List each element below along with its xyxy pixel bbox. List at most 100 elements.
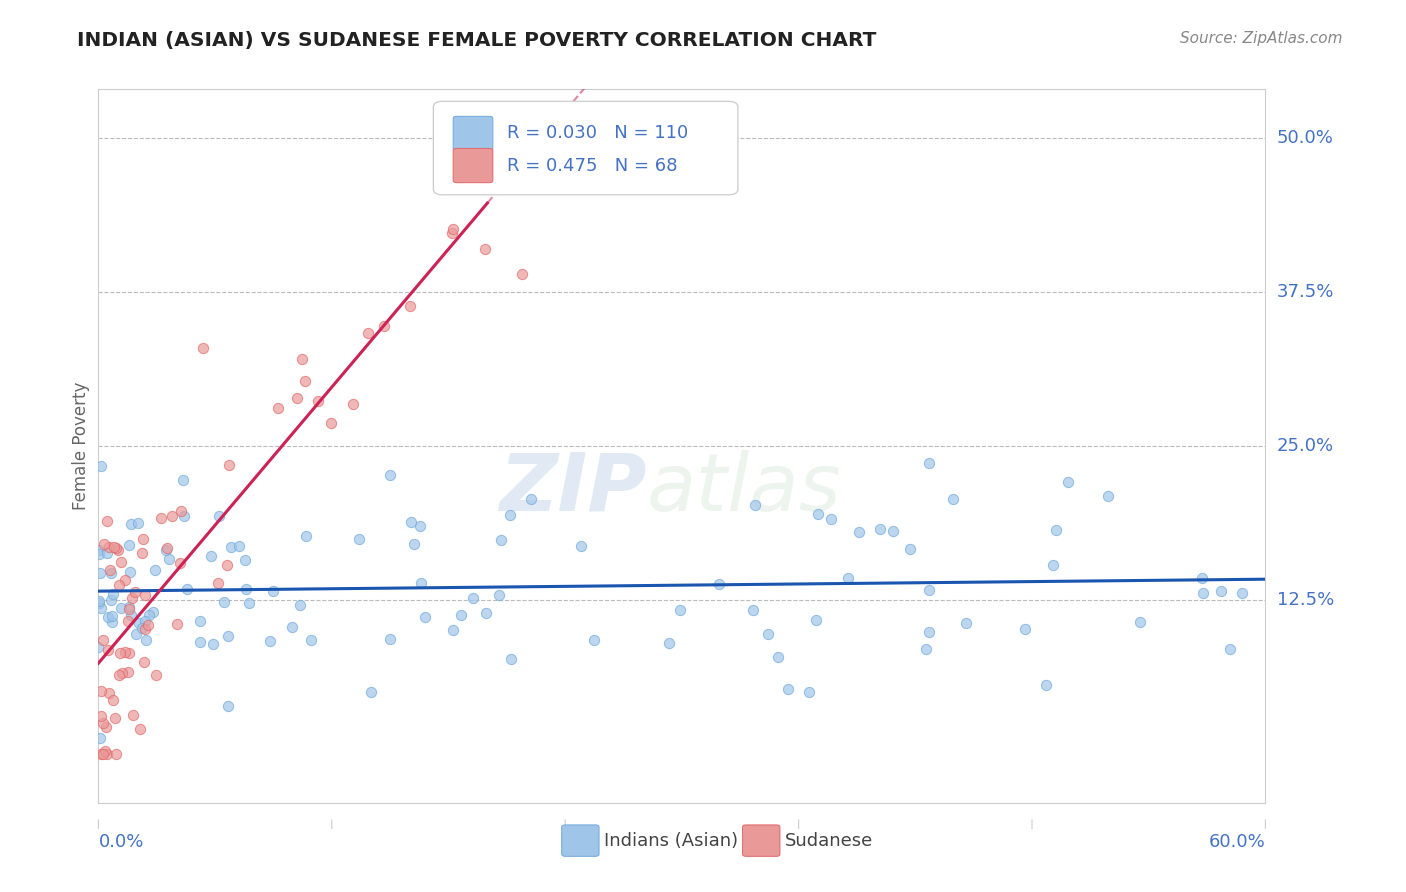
Point: [89, 566, 111, 581]
Point: [360, 685, 382, 699]
Point: [820, 512, 842, 526]
Point: [117, 665, 139, 679]
Point: [93, 747, 115, 761]
Point: [658, 636, 681, 650]
Point: [176, 582, 198, 597]
Point: [475, 607, 498, 621]
Point: [776, 681, 799, 696]
Point: [96, 514, 118, 528]
Point: [145, 667, 167, 681]
Point: [169, 504, 191, 518]
Point: [104, 711, 127, 725]
FancyBboxPatch shape: [453, 116, 494, 151]
Point: [474, 243, 496, 257]
Point: [155, 543, 177, 558]
Text: 37.5%: 37.5%: [1277, 283, 1334, 301]
Point: [87, 640, 110, 655]
Point: [882, 524, 904, 538]
Point: [90, 683, 112, 698]
Point: [463, 591, 485, 605]
Point: [582, 633, 605, 648]
Point: [218, 458, 240, 472]
Point: [918, 624, 941, 639]
Point: [149, 511, 172, 525]
Point: [741, 602, 763, 616]
Point: [219, 540, 242, 554]
Point: [409, 518, 432, 533]
Point: [96, 720, 118, 734]
Point: [1191, 571, 1213, 585]
Point: [499, 508, 522, 523]
Point: [97, 686, 120, 700]
Point: [132, 655, 155, 669]
Point: [233, 553, 256, 567]
Text: 0.0%: 0.0%: [98, 833, 143, 851]
Point: [169, 557, 191, 571]
Point: [87, 543, 110, 558]
Point: [125, 627, 148, 641]
Point: [489, 533, 512, 547]
Point: [120, 516, 142, 531]
Point: [378, 468, 401, 483]
Point: [295, 529, 318, 543]
Point: [1057, 475, 1080, 490]
Point: [120, 607, 142, 622]
Point: [118, 539, 141, 553]
Point: [131, 621, 153, 635]
Point: [520, 491, 543, 506]
Point: [103, 587, 125, 601]
Point: [103, 693, 125, 707]
FancyBboxPatch shape: [562, 825, 599, 856]
Point: [108, 668, 131, 682]
Point: [510, 268, 533, 282]
Point: [200, 549, 222, 563]
FancyBboxPatch shape: [453, 148, 494, 183]
Point: [869, 522, 891, 536]
Point: [1045, 523, 1067, 537]
Point: [128, 616, 150, 631]
Point: [87, 597, 110, 611]
Point: [378, 632, 401, 646]
Text: 60.0%: 60.0%: [1209, 833, 1265, 851]
Point: [402, 537, 425, 551]
Point: [915, 641, 938, 656]
Point: [97, 609, 120, 624]
Point: [299, 632, 322, 647]
Text: 12.5%: 12.5%: [1277, 591, 1334, 609]
Point: [107, 543, 129, 558]
Point: [114, 574, 136, 588]
Point: [157, 551, 180, 566]
Point: [124, 585, 146, 599]
Point: [217, 629, 239, 643]
Point: [103, 540, 125, 554]
Point: [399, 299, 422, 313]
Point: [188, 634, 211, 648]
Point: [668, 603, 690, 617]
Point: [898, 542, 921, 557]
Point: [105, 541, 128, 555]
Point: [267, 401, 290, 416]
Point: [166, 616, 188, 631]
Point: [110, 555, 132, 569]
Point: [294, 374, 316, 388]
Point: [89, 731, 111, 746]
Point: [281, 620, 304, 634]
Text: INDIAN (ASIAN) VS SUDANESE FEMALE POVERTY CORRELATION CHART: INDIAN (ASIAN) VS SUDANESE FEMALE POVERT…: [77, 31, 877, 50]
Point: [357, 326, 380, 340]
Point: [342, 396, 364, 410]
Point: [134, 622, 156, 636]
Point: [111, 666, 134, 681]
Point: [450, 608, 472, 623]
Point: [756, 627, 779, 641]
Text: 50.0%: 50.0%: [1277, 129, 1333, 147]
Point: [373, 319, 395, 334]
Point: [228, 539, 250, 553]
Point: [1014, 622, 1036, 636]
Text: atlas: atlas: [647, 450, 842, 528]
Point: [142, 605, 165, 619]
Point: [238, 596, 260, 610]
Point: [104, 747, 127, 761]
Point: [1219, 641, 1241, 656]
Point: [90, 747, 112, 761]
Point: [118, 646, 141, 660]
